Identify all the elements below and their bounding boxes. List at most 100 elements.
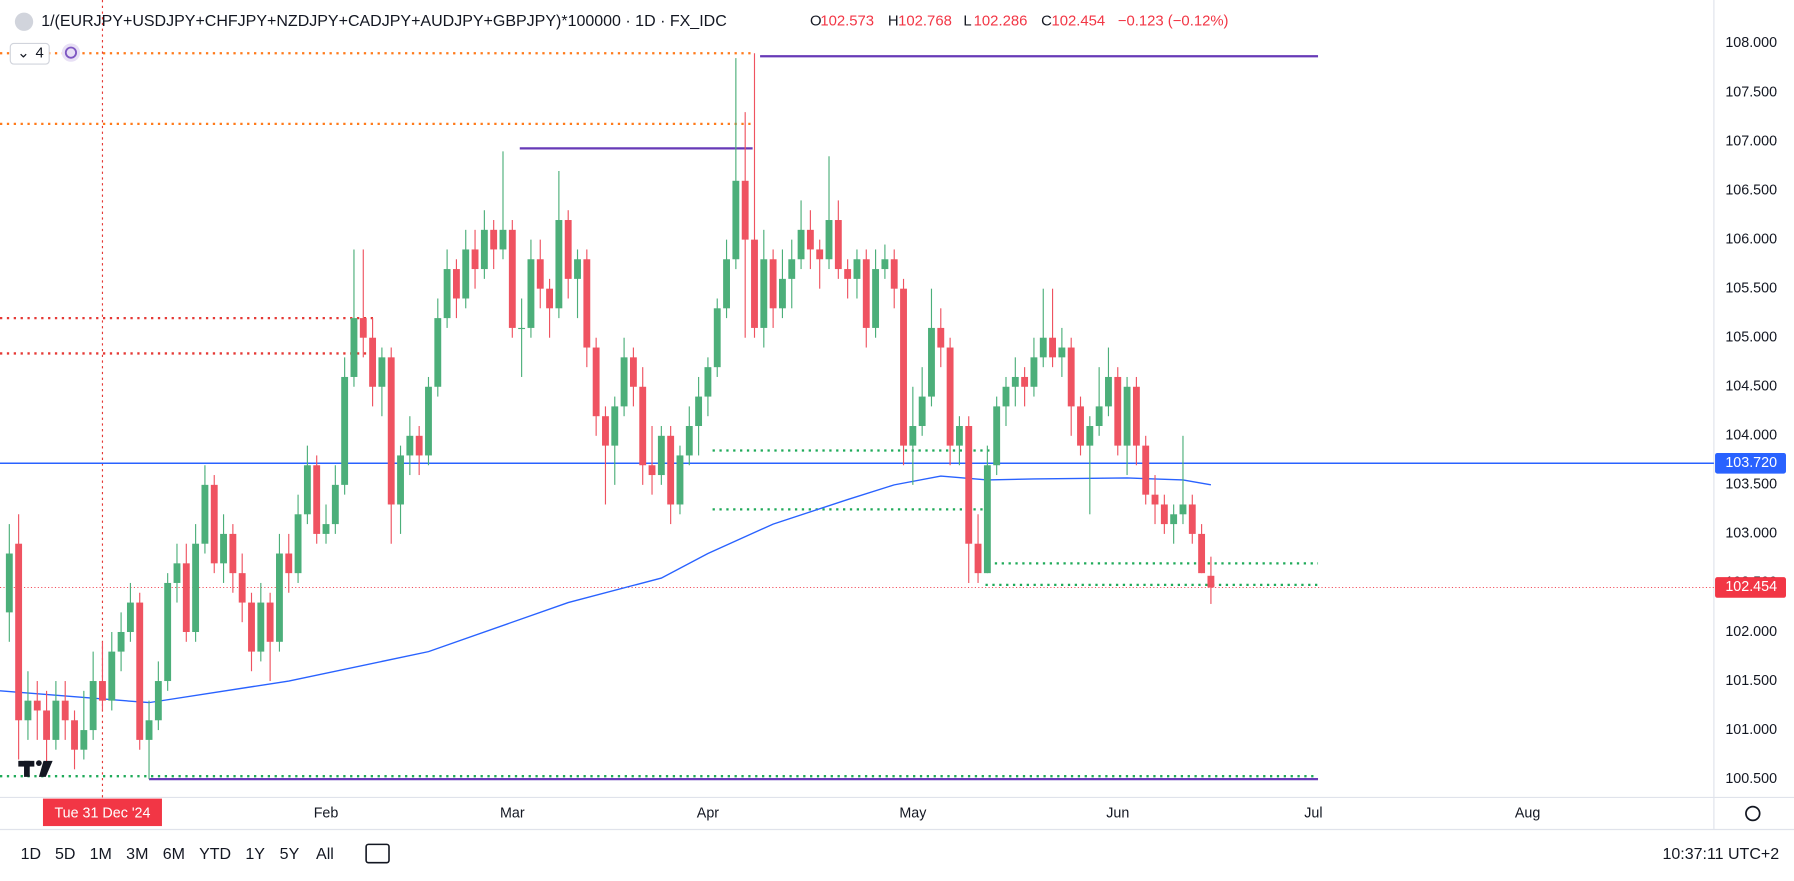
candle-body bbox=[806, 229, 814, 250]
candle-body bbox=[192, 543, 200, 632]
candle-body bbox=[713, 308, 721, 368]
candle-body bbox=[1011, 376, 1019, 387]
candle-body bbox=[732, 180, 740, 260]
candle-body bbox=[369, 337, 377, 387]
range-button[interactable]: 5D bbox=[55, 846, 75, 863]
x-tick-label: Jul bbox=[1304, 805, 1322, 821]
candle-body bbox=[220, 533, 227, 564]
candle-body bbox=[741, 180, 749, 240]
candle-body bbox=[592, 347, 600, 417]
candle-body bbox=[779, 278, 786, 309]
settings-icon[interactable] bbox=[1745, 805, 1761, 822]
candle-body bbox=[1030, 357, 1038, 387]
candle-body bbox=[1198, 533, 1206, 574]
candle-body bbox=[1077, 406, 1084, 446]
candle-body bbox=[946, 347, 954, 446]
candle-body bbox=[1123, 386, 1131, 446]
crosshair-badge bbox=[42, 798, 162, 827]
candle-body bbox=[881, 259, 889, 270]
x-tick-label: Mar bbox=[500, 805, 525, 821]
y-tick-label: 104.000 bbox=[1725, 428, 1777, 444]
ohlc-value: 102.768 bbox=[898, 14, 952, 30]
candle-body bbox=[928, 327, 935, 397]
candle-body bbox=[443, 269, 451, 319]
candle-body bbox=[480, 229, 488, 270]
y-tick-label: 101.500 bbox=[1725, 673, 1777, 689]
y-tick-label: 100.500 bbox=[1725, 771, 1777, 787]
symbol-icon[interactable] bbox=[14, 12, 34, 31]
candle-body bbox=[1151, 494, 1159, 505]
candle-body bbox=[834, 220, 842, 270]
range-button[interactable]: 1Y bbox=[245, 846, 265, 863]
candle-body bbox=[266, 602, 274, 642]
candle-body bbox=[1095, 406, 1103, 427]
change-value: −0.123 (−0.12%) bbox=[1118, 14, 1229, 30]
range-button[interactable]: All bbox=[316, 846, 334, 863]
x-tick-label: Jun bbox=[1106, 805, 1129, 821]
candle-body bbox=[629, 357, 637, 387]
candle-body bbox=[331, 484, 339, 525]
candle-body bbox=[154, 681, 162, 721]
ohlc-value: 102.454 bbox=[1051, 14, 1105, 30]
y-tick-label: 103.500 bbox=[1725, 477, 1777, 493]
candle-body bbox=[965, 426, 973, 544]
candle-body bbox=[313, 465, 321, 534]
candle-body bbox=[1170, 514, 1178, 525]
range-button[interactable]: YTD bbox=[199, 846, 231, 863]
candle-body bbox=[983, 465, 991, 574]
candle-body bbox=[723, 259, 730, 309]
candle-body bbox=[639, 386, 647, 466]
x-tick-label: Aug bbox=[1515, 805, 1540, 821]
range-button[interactable]: 5Y bbox=[280, 846, 300, 863]
candle-body bbox=[1132, 386, 1140, 446]
candle-body bbox=[387, 357, 395, 505]
candle-body bbox=[900, 288, 907, 446]
range-button[interactable]: 3M bbox=[126, 846, 148, 863]
y-tick-label: 107.000 bbox=[1725, 133, 1777, 149]
candle-body bbox=[99, 681, 106, 701]
ohlc-label: L bbox=[963, 14, 971, 30]
candle-body bbox=[201, 484, 209, 544]
candle-body bbox=[909, 426, 917, 446]
candle-body bbox=[359, 318, 367, 338]
moving-average bbox=[0, 475, 1212, 704]
candle-body bbox=[564, 220, 572, 279]
y-tick-label: 107.500 bbox=[1725, 84, 1777, 100]
candle-body bbox=[583, 259, 591, 348]
candle-body bbox=[648, 465, 656, 476]
candle-body bbox=[15, 543, 23, 721]
x-tick-label: Apr bbox=[697, 805, 719, 821]
candle-body bbox=[657, 435, 665, 476]
candle-body bbox=[434, 318, 442, 387]
plot-area bbox=[0, 0, 1714, 798]
x-tick-label: May bbox=[899, 805, 927, 821]
candle-body bbox=[350, 318, 358, 377]
candle-body bbox=[117, 631, 125, 652]
candle-body bbox=[872, 269, 880, 328]
candle-body bbox=[126, 602, 134, 632]
candle-body bbox=[182, 563, 190, 632]
y-tick-label: 104.500 bbox=[1725, 379, 1777, 395]
range-button[interactable]: 1D bbox=[21, 846, 41, 863]
candle-body bbox=[173, 563, 181, 583]
candle-body bbox=[108, 651, 116, 701]
candle-body bbox=[1188, 504, 1196, 534]
date-range-icon[interactable] bbox=[365, 843, 390, 864]
candle-body bbox=[1086, 426, 1094, 446]
y-tick-label: 106.500 bbox=[1725, 182, 1777, 198]
range-button[interactable]: 1M bbox=[90, 846, 112, 863]
candle-body bbox=[341, 376, 349, 485]
y-tick-label: 103.000 bbox=[1725, 526, 1777, 542]
crosshair-label: Tue 31 Dec '24 bbox=[54, 805, 150, 821]
candle-body bbox=[490, 229, 498, 250]
candle-body bbox=[760, 259, 768, 328]
indicator-toggle[interactable] bbox=[9, 42, 50, 65]
candle-body bbox=[611, 406, 619, 446]
ohlc-label: O bbox=[810, 14, 822, 30]
sync-icon[interactable] bbox=[61, 43, 81, 62]
range-button[interactable]: 6M bbox=[163, 846, 185, 863]
candle-body bbox=[210, 484, 218, 564]
candle-body bbox=[471, 249, 479, 270]
candle-body bbox=[1105, 376, 1112, 407]
